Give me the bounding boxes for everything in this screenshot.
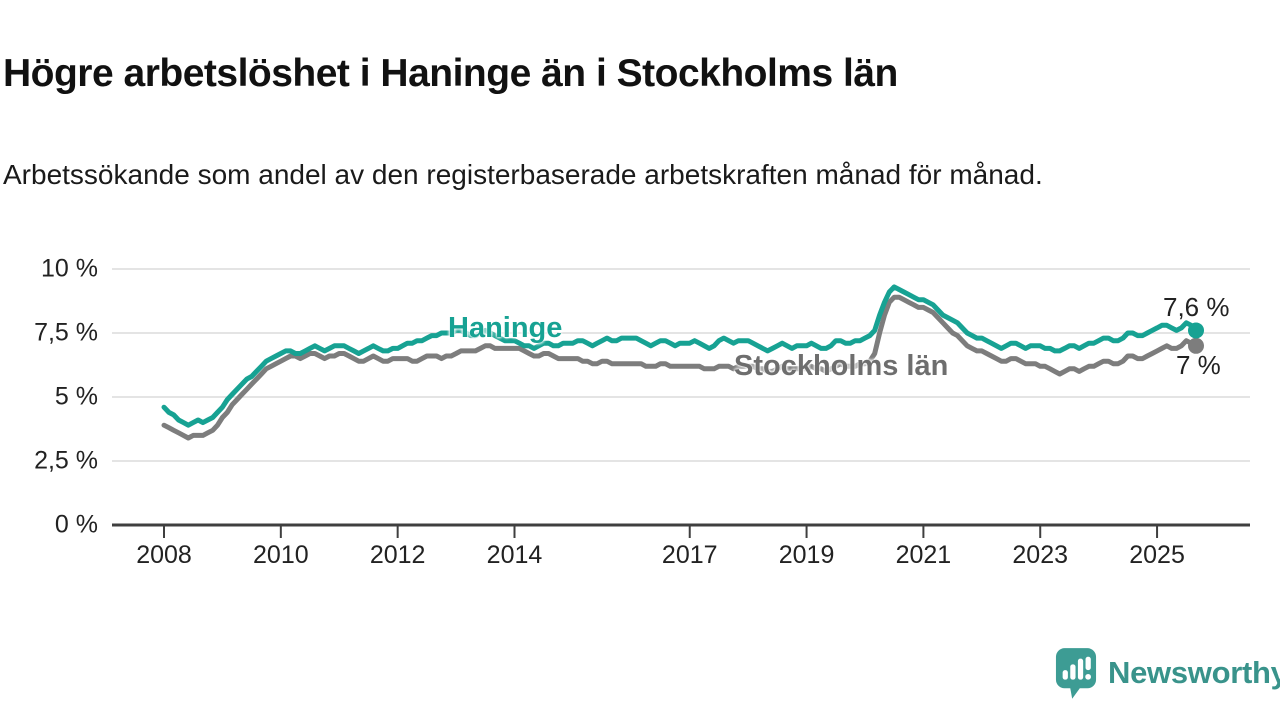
x-tick-label: 2014 [486,541,543,569]
chart-subtitle: Arbetssökande som andel av den registerb… [3,159,1043,190]
y-tick-label: 0 % [54,510,98,539]
series-label-stockholms-lan: Stockholms län [734,350,949,382]
x-tick-label: 2023 [1012,541,1069,569]
x-tick-label: 2021 [895,541,952,569]
y-tick-label: 5 % [54,382,98,411]
y-tick-label: 10 % [41,254,98,283]
speech-bubble-bar-chart-icon [1055,648,1097,699]
series-label-haninge: Haninge [448,312,563,344]
end-value-label-stockholms-lan: 7 % [1176,350,1221,380]
series-end-dot-haninge [1188,322,1204,339]
x-tick-label: 2017 [661,541,718,569]
x-tick-label: 2019 [778,541,835,569]
series-end-dot-stockholms-l-n [1188,337,1204,354]
end-value-label-haninge: 7,6 % [1163,292,1230,322]
newsworthy-logo: Newsworthy [1055,647,1280,699]
newsworthy-logo-text: Newsworthy [1108,655,1280,690]
x-tick-label: 2012 [369,541,426,569]
series-line-haninge [161,284,1199,428]
x-tick-label: 2010 [253,541,309,569]
x-tick-label: 2008 [136,541,192,569]
y-tick-label: 2,5 % [34,446,98,475]
series-line-stockholms-l-n [161,294,1199,441]
x-tick-label: 2025 [1129,541,1185,569]
chart-title: Högre arbetslöshet i Haninge än i Stockh… [3,52,898,96]
y-tick-label: 7,5 % [34,318,98,347]
